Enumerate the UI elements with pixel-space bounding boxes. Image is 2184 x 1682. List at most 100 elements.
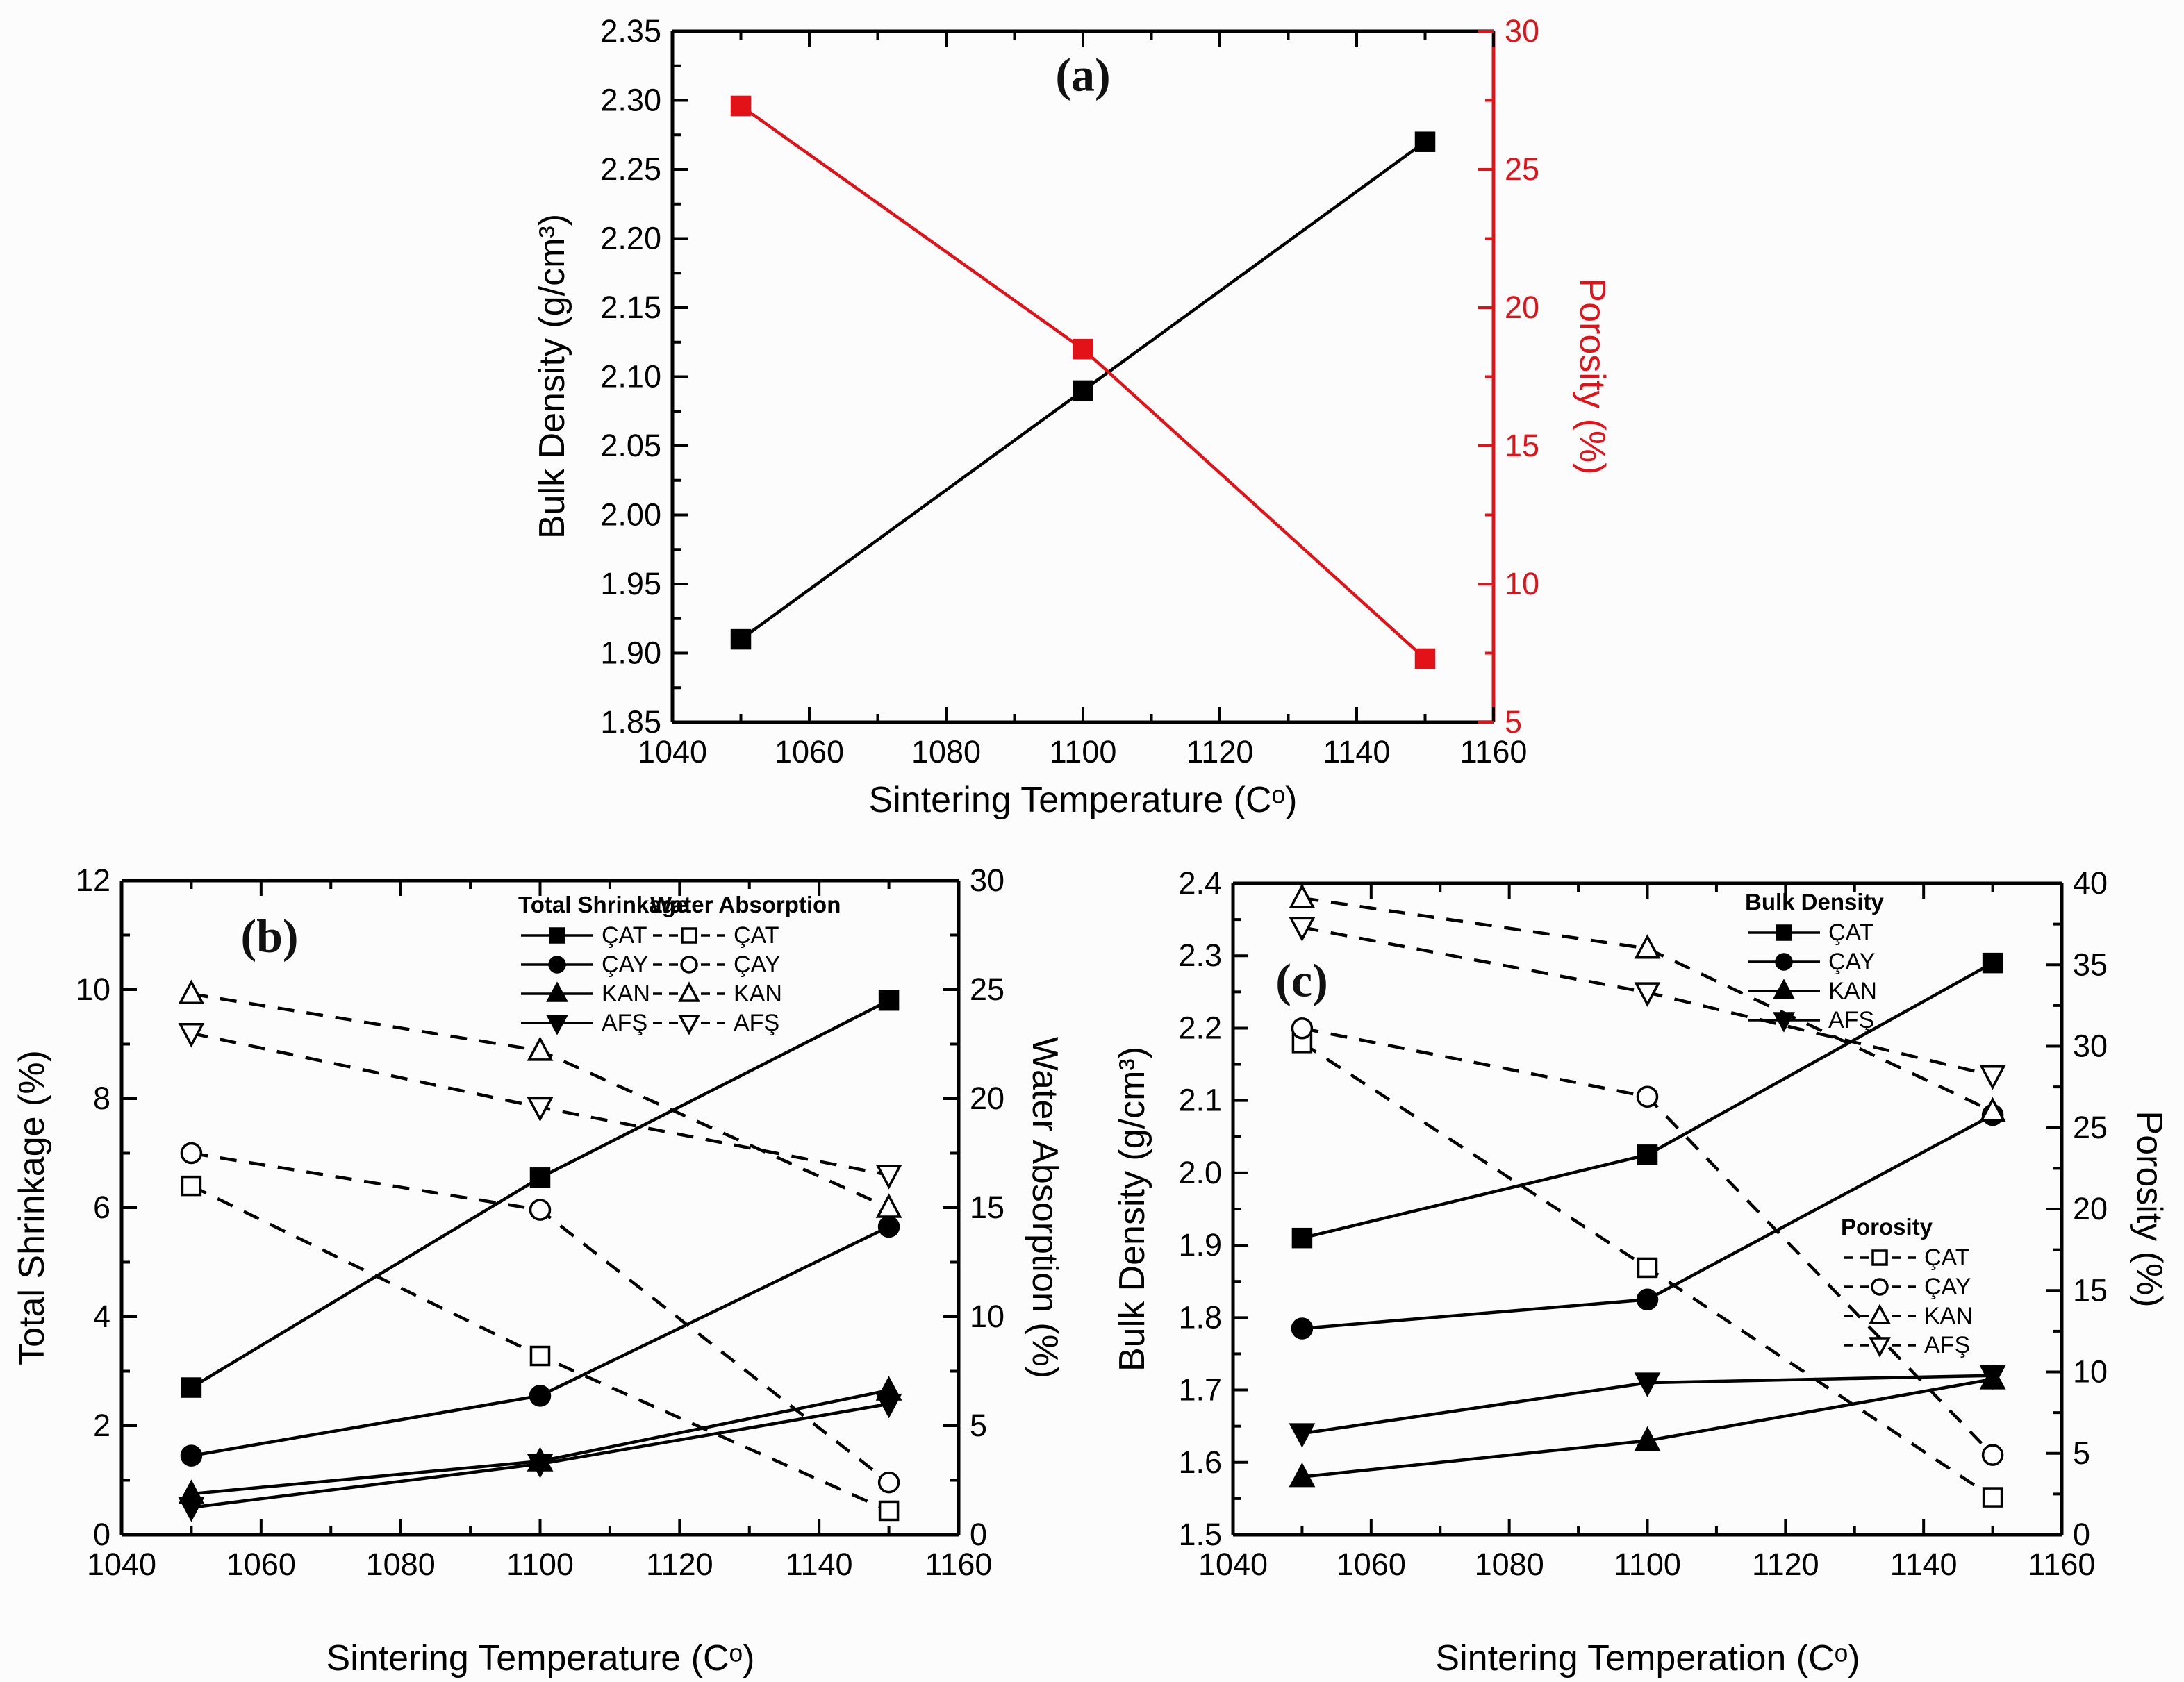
legend-entry: AFŞ <box>650 1008 841 1038</box>
yr-tick-label: 30 <box>2073 1029 2108 1064</box>
legend-entry: ÇAT <box>1745 918 1884 947</box>
marker-circle <box>1636 1288 1659 1311</box>
yr-tick-label: 0 <box>970 1517 987 1552</box>
marker-circle <box>529 1385 552 1407</box>
legend-b-1: Water Absorption ÇAT ÇAY KAN AFŞ <box>650 892 841 1038</box>
legend-entry: AFŞ <box>1841 1331 1973 1360</box>
legend-entry: AFŞ <box>518 1008 688 1038</box>
marker-triangle-up <box>1979 1097 2006 1122</box>
yl-tick-label: 2.4 <box>1178 865 1222 901</box>
yl-tick-label: 1.6 <box>1178 1444 1222 1480</box>
marker-triangle-down <box>1634 982 1661 1007</box>
chart-b: 1040 1060 1080 1100 1120 1140 1160024681012051… <box>76 863 1004 1582</box>
legend-b-0: Total Shrinkage ÇAT ÇAY KAN AFŞ <box>518 892 688 1038</box>
yl-tick-label: 2.0 <box>1178 1155 1222 1190</box>
panel-letter-b: (b) <box>240 909 299 963</box>
marker-square <box>730 628 752 650</box>
x-tick-label: 1040 <box>87 1547 156 1582</box>
yr-tick-label: 15 <box>1505 428 1539 463</box>
yr-tick-label: 10 <box>2073 1354 2108 1390</box>
marker-square <box>1414 131 1436 152</box>
marker-square <box>878 1500 900 1522</box>
marker-triangle-down <box>678 1015 700 1035</box>
yl-tick-label: 2.00 <box>600 497 661 533</box>
yr-tick-label: 10 <box>1505 566 1539 601</box>
x-tick-label: 1080 <box>911 734 981 769</box>
legend-swatch <box>653 981 725 1002</box>
chart-c: 1040 1060 1080 1100 1120 1140 11601.51.61.71.8… <box>1178 865 2108 1582</box>
y-axis-title-b-left: Total Shrinkage (%) <box>12 1050 52 1365</box>
yr-tick-label: 40 <box>2073 865 2108 901</box>
marker-triangle-up <box>178 979 205 1005</box>
legend-title: Water Absorption <box>650 892 841 917</box>
chart-a: 1040 1060 1080 1100 1120 1140 1160 1.85 1.90 1.95… <box>600 13 1539 769</box>
yr-tick-label: 5 <box>2073 1435 2090 1471</box>
legend-title: Porosity <box>1841 1214 1933 1240</box>
marker-triangle-down <box>875 1165 902 1190</box>
legend-entry-label: AFŞ <box>734 1009 780 1036</box>
marker-circle <box>877 1471 900 1494</box>
yl-tick-label: 0 <box>93 1517 110 1552</box>
marker-square <box>1637 1144 1658 1165</box>
legend-title: Bulk Density <box>1745 889 1884 915</box>
x-tick-label: 1140 <box>786 1547 853 1582</box>
marker-square <box>181 1175 202 1197</box>
legend-entry-label: KAN <box>602 980 650 1007</box>
yl-tick-label: 8 <box>93 1081 110 1116</box>
yl-tick-label: 2.15 <box>600 290 661 325</box>
x-tick-label: 1140 <box>1323 734 1391 769</box>
marker-triangle-down <box>527 1097 554 1122</box>
marker-triangle-up <box>678 981 700 1002</box>
marker-triangle-down <box>1773 1012 1795 1033</box>
yl-tick-label: 10 <box>76 972 110 1007</box>
marker-square <box>1982 952 2003 974</box>
legend-swatch <box>521 1015 593 1035</box>
legend-c-1: Porosity ÇAT ÇAY KAN AFŞ <box>1841 1214 1973 1360</box>
marker-circle <box>1775 953 1793 971</box>
yr-tick-label: 20 <box>970 1081 1004 1116</box>
yr-tick-label: 10 <box>970 1299 1004 1334</box>
legend-entry-label: KAN <box>1828 977 1877 1004</box>
marker-triangle-up <box>1289 1462 1316 1488</box>
x-tick-label: 1160 <box>2028 1547 2096 1582</box>
marker-circle <box>1291 1317 1314 1340</box>
legend-swatch <box>1748 953 1820 971</box>
yr-tick-label: 5 <box>970 1408 987 1443</box>
y-axis-title-a-left: Bulk Density (g/cm³) <box>532 213 572 540</box>
marker-triangle-down <box>178 1023 205 1048</box>
marker-triangle-up <box>875 1193 902 1218</box>
legend-entry: KAN <box>1745 976 1884 1006</box>
marker-triangle-up <box>1634 934 1661 959</box>
legend-entry: ÇAT <box>518 921 688 950</box>
yr-tick-label: 25 <box>970 972 1004 1007</box>
marker-triangle-down <box>875 1393 902 1419</box>
y-axis-title-c-right: Porosity (%) <box>2129 1110 2169 1308</box>
x-tick-label: 1100 <box>1614 1547 1681 1582</box>
x-tick-label: 1160 <box>1460 734 1528 769</box>
marker-square <box>730 95 752 117</box>
yr-tick-label: 15 <box>970 1190 1004 1225</box>
yr-tick-label: 15 <box>2073 1272 2108 1308</box>
legend-swatch <box>1844 1337 1916 1358</box>
marker-square <box>549 927 565 944</box>
marker-square <box>1073 380 1093 401</box>
marker-square <box>1291 1227 1313 1249</box>
x-tick-label: 1060 <box>226 1547 296 1582</box>
legend-title: Total Shrinkage <box>518 892 689 917</box>
y-axis-title-c-left: Bulk Density (g/cm³) <box>1112 1046 1152 1372</box>
yl-tick-label: 1.5 <box>1178 1517 1222 1552</box>
legend-entry-label: ÇAT <box>734 922 779 949</box>
marker-circle <box>1871 1278 1889 1296</box>
legend-swatch <box>521 956 593 974</box>
yr-tick-label: 35 <box>2073 947 2108 982</box>
legend-swatch <box>521 927 593 944</box>
legend-swatch <box>1844 1249 1916 1266</box>
legend-c-0: Bulk Density ÇAT ÇAY KAN AFŞ <box>1745 889 1884 1035</box>
marker-square <box>529 1167 551 1188</box>
yl-tick-label: 1.95 <box>600 566 661 601</box>
legend-entry: ÇAY <box>518 950 688 979</box>
marker-circle <box>1981 1444 2004 1466</box>
legend-swatch <box>521 981 593 1002</box>
marker-triangle-down <box>1289 1423 1316 1448</box>
yl-tick-label: 1.9 <box>1178 1227 1222 1263</box>
